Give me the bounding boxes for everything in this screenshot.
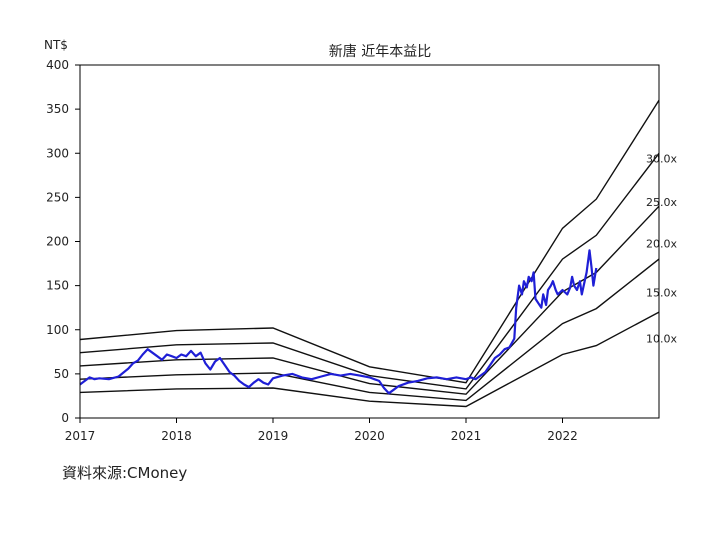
price-line <box>79 249 598 395</box>
x-tick-label: 2017 <box>65 429 96 443</box>
y-tick-label: 50 <box>54 367 69 381</box>
y-axis-unit-label: NT$ <box>44 38 68 52</box>
band-label-30.0x: 30.0x <box>646 153 677 166</box>
pe-band-line-25.0x <box>79 152 660 390</box>
plot-frame <box>79 64 660 419</box>
band-label-20.0x: 20.0x <box>646 237 677 250</box>
y-tick-label: 300 <box>46 146 69 160</box>
chart-title: 新唐 近年本益比 <box>329 43 431 60</box>
y-tick-label: 250 <box>46 190 69 204</box>
band-label-15.0x: 15.0x <box>646 287 677 300</box>
y-tick-label: 350 <box>46 102 69 116</box>
chart-axes: 0 50 100 150 200 250 300 350 400 2017 2018 2019 2020… <box>46 58 660 443</box>
price-series <box>79 249 598 395</box>
x-tick-label: 2022 <box>547 429 578 443</box>
pe-band-line-10.0x <box>79 311 660 408</box>
pe-band-lines <box>79 99 660 408</box>
band-label-25.0x: 25.0x <box>646 196 677 209</box>
pe-band-labels: 10.0x 15.0x 20.0x 25.0x 30.0x <box>646 153 677 346</box>
y-tick-label: 0 <box>61 411 69 425</box>
source-note: 資料來源:CMoney <box>62 464 188 482</box>
x-tick-label: 2019 <box>258 429 289 443</box>
y-tick-label: 400 <box>46 58 69 72</box>
pe-band-line-15.0x <box>79 258 660 402</box>
x-tick-label: 2018 <box>161 429 192 443</box>
band-label-10.0x: 10.0x <box>646 333 677 346</box>
x-tick-label: 2020 <box>354 429 385 443</box>
y-tick-label: 100 <box>46 323 69 337</box>
y-tick-label: 200 <box>46 235 69 249</box>
y-tick-label: 150 <box>46 279 69 293</box>
pe-band-line-20.0x <box>79 205 660 395</box>
x-tick-label: 2021 <box>451 429 482 443</box>
pe-band-line-30.0x <box>79 99 660 384</box>
